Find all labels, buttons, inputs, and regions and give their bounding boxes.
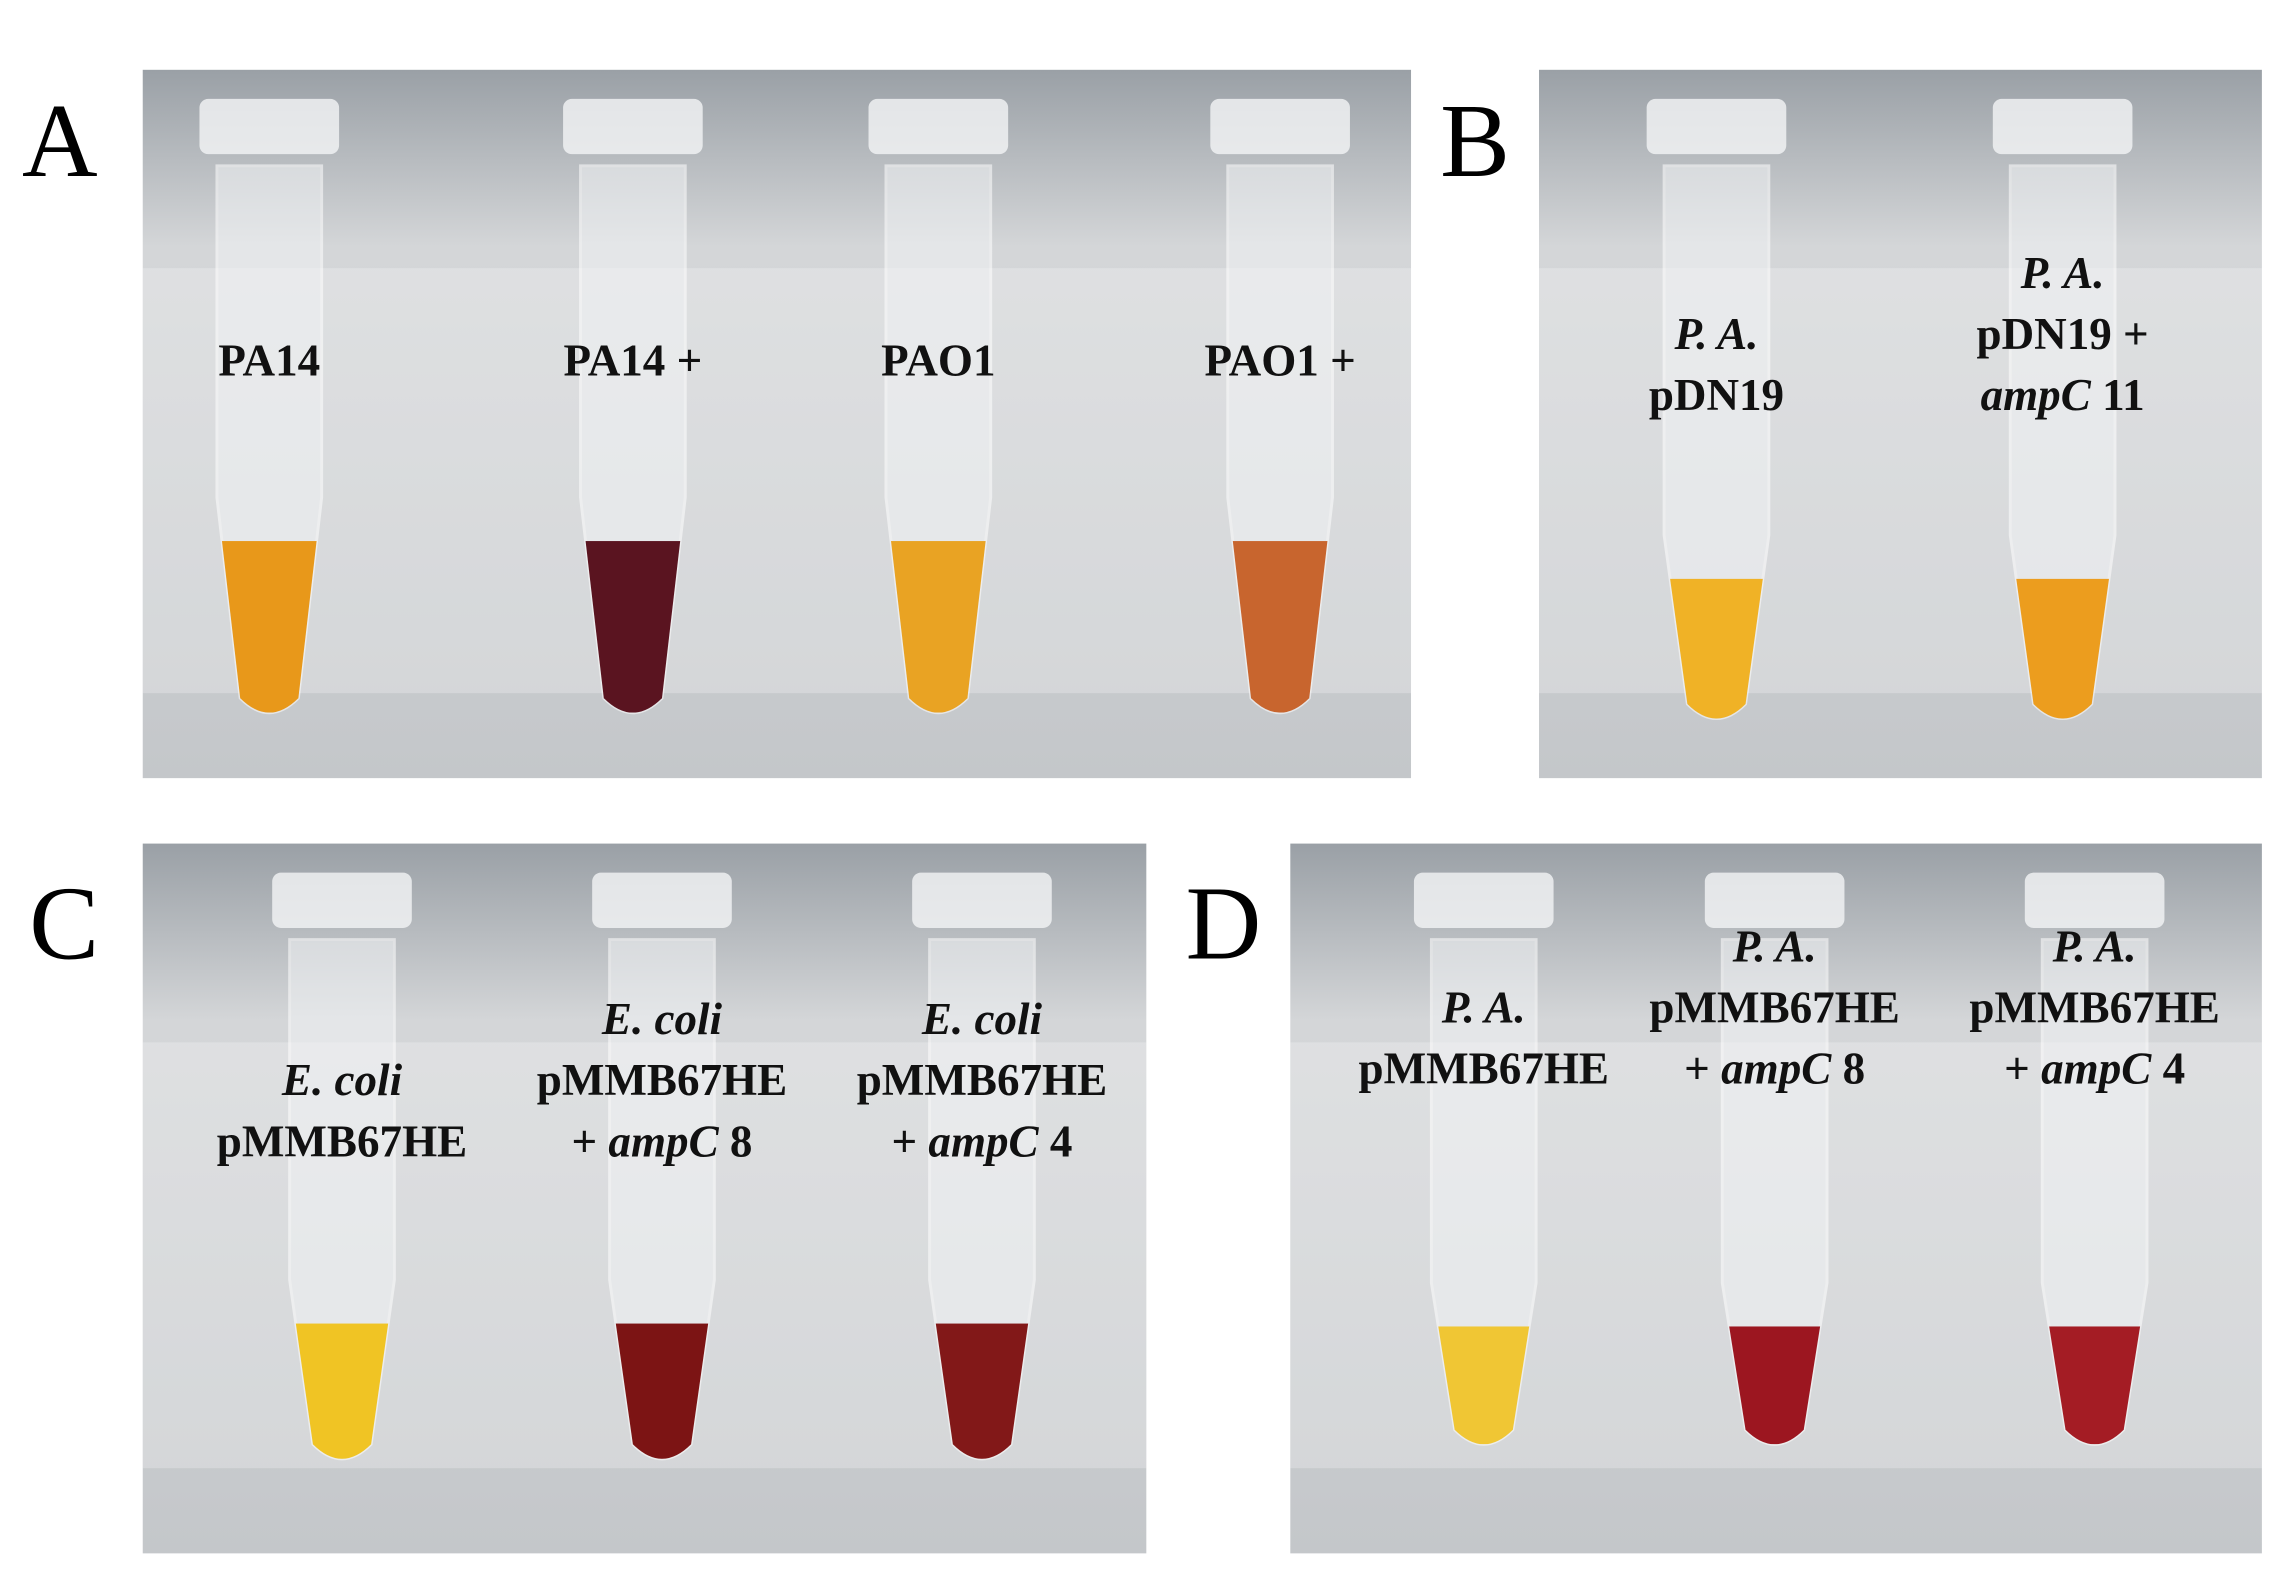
tube-rack <box>142 268 1412 694</box>
tube-label: + ampC 4 <box>2004 1044 2185 1094</box>
tube-label-part: PA14 <box>218 335 320 385</box>
tube-label: + ampC 4 <box>891 1116 1072 1166</box>
tube-label-part: ampC <box>1721 1044 1832 1094</box>
tube-label: P. A. <box>1732 921 1817 971</box>
tube-label: pMMB67HE <box>1649 982 1899 1032</box>
tube-label-part: + <box>1684 1044 1721 1094</box>
tube-label-part: pMMB67HE <box>857 1055 1107 1105</box>
tube-label-part: ampC <box>608 1116 719 1166</box>
tube-cap <box>272 872 412 928</box>
tube-label-part: P. A. <box>2020 248 2105 298</box>
tube-cap <box>912 872 1052 928</box>
photo-background <box>142 69 1412 779</box>
tube-label-part: 11 <box>2091 370 2145 420</box>
tube-label: pMMB67HE <box>1359 1044 1609 1094</box>
tube-label: PA14 + <box>564 335 703 385</box>
panel: C E. coli pMMB67HE E. coli pMMB67HE + ampC 8 E… <box>29 843 1147 1554</box>
tube-label: PAO1 + <box>1204 335 1355 385</box>
tube-label: pDN19 <box>1649 370 1784 420</box>
tube-label-part: E. coli <box>281 1055 403 1105</box>
tube-label: E. coli <box>281 1055 403 1105</box>
tube-label-part: E. coli <box>921 994 1043 1044</box>
tube-label-part: 8 <box>1831 1044 1865 1094</box>
tube-label-part: P. A. <box>2052 921 2137 971</box>
tube-label-part: P. A. <box>1732 921 1817 971</box>
tube-label-part: pDN19 + <box>1977 309 2149 359</box>
tube-cap <box>1646 98 1787 155</box>
tube-label-part: pDN19 <box>1649 370 1784 420</box>
tube-label-part: + <box>571 1116 608 1166</box>
tube-label-part: pMMB67HE <box>217 1116 467 1166</box>
tube-label: + ampC 8 <box>1684 1044 1865 1094</box>
tube-label-part: pMMB67HE <box>1649 982 1899 1032</box>
tube-label: E. coli <box>601 994 723 1044</box>
tube-label-part: PAO1 + <box>1204 335 1355 385</box>
tube-cap <box>563 98 703 155</box>
tube-cap <box>1992 98 2133 155</box>
tube-label-part: pMMB67HE <box>1359 1044 1609 1094</box>
tube-label-part: 4 <box>1039 1116 1073 1166</box>
panel-letter: C <box>29 866 99 982</box>
tube-rack <box>1539 268 2262 694</box>
tube-label-part: 4 <box>2151 1044 2185 1094</box>
tube-label: P. A. <box>1673 309 1758 359</box>
tube-cap <box>868 98 1009 155</box>
tube-label: + ampC 8 <box>571 1116 752 1166</box>
tube-label: PAO1 <box>881 335 995 385</box>
tube-label-part: P. A. <box>1441 982 1526 1032</box>
panel: A PA14 PA14 + PAO1 PAO1 + <box>22 69 1412 779</box>
panel: D P. A. pMMB67HE P. A. pMMB67HE + ampC 8 P. A.… <box>1186 843 2262 1554</box>
tube-cap <box>199 98 340 155</box>
tube-label-part: ampC <box>928 1116 1039 1166</box>
tube-label-part: ampC <box>1981 370 2092 420</box>
tube-label-part: + <box>2004 1044 2041 1094</box>
photo-background <box>1539 69 2262 779</box>
tube-label: pMMB67HE <box>857 1055 1107 1105</box>
tube-cap <box>2024 872 2165 928</box>
tube-label-part: PA14 + <box>564 335 703 385</box>
tube-label: P. A. <box>2020 248 2105 298</box>
panel-letter: B <box>1440 83 1510 199</box>
tube-label: pMMB67HE <box>537 1055 787 1105</box>
tube-label-part: PAO1 <box>881 335 995 385</box>
panel: B P. A. pDN19 P. A. pDN19 + ampC 11 <box>1440 69 2262 779</box>
tube-cap <box>592 872 732 928</box>
tube-cap <box>1704 872 1845 928</box>
tube-label: ampC 11 <box>1981 370 2145 420</box>
tube-label-part: 8 <box>719 1116 753 1166</box>
tube-cap <box>1210 98 1350 155</box>
tube-cap <box>1413 872 1554 928</box>
tube-label: P. A. <box>2052 921 2137 971</box>
tube-label-part: P. A. <box>1673 309 1758 359</box>
tube-label: E. coli <box>921 994 1043 1044</box>
tube-label-part: pMMB67HE <box>537 1055 787 1105</box>
tube-label: pDN19 + <box>1977 309 2149 359</box>
tube-label-part: pMMB67HE <box>1969 982 2219 1032</box>
panel-letter: A <box>22 83 98 199</box>
tube-label: pMMB67HE <box>1969 982 2219 1032</box>
tube-label: pMMB67HE <box>217 1116 467 1166</box>
tube-label: P. A. <box>1441 982 1526 1032</box>
panel-letter: D <box>1186 866 1262 982</box>
tube-label-part: E. coli <box>601 994 723 1044</box>
tube-label-part: + <box>891 1116 928 1166</box>
tube-label-part: ampC <box>2041 1044 2152 1094</box>
tube-label: PA14 <box>218 335 320 385</box>
